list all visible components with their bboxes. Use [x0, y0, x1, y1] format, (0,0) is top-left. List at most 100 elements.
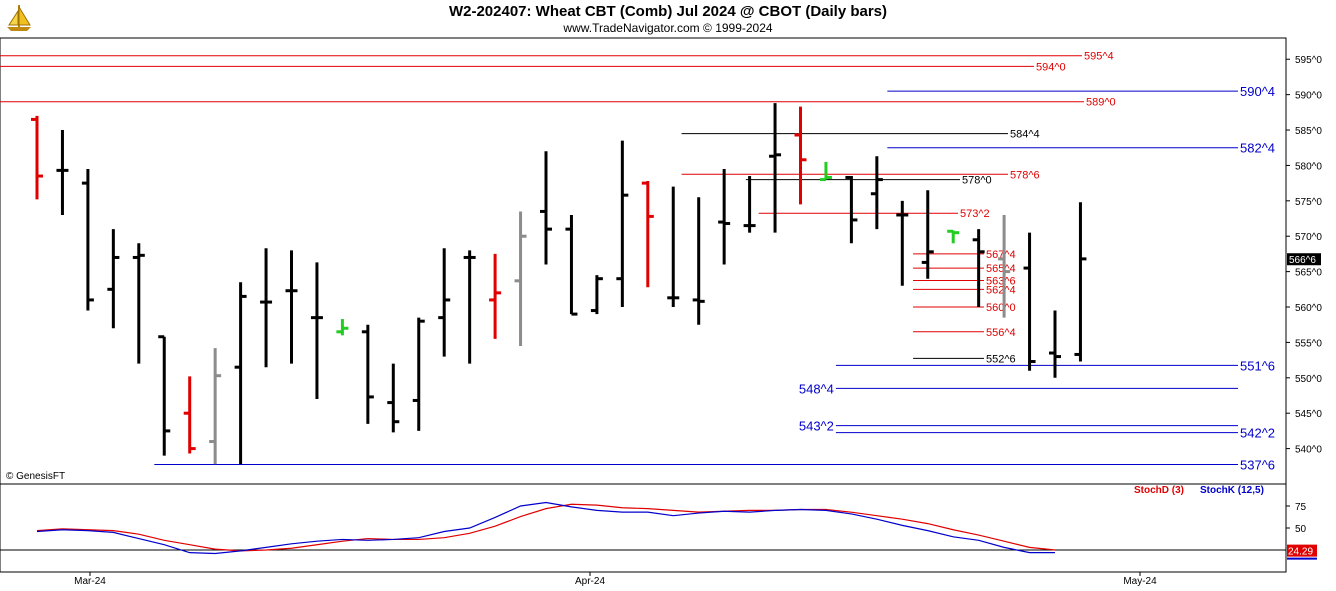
y-tick-label: 540^0 — [1295, 445, 1322, 456]
stoch-value-label: 24.29 — [1288, 547, 1313, 558]
level-label: 589^0 — [1086, 97, 1116, 109]
ohlc-bar — [31, 115, 43, 200]
ohlc-bar — [540, 151, 552, 265]
y-tick-label: 560^0 — [1295, 303, 1322, 314]
date-axis: Mar-24 Apr-24 May-24 — [74, 572, 1157, 587]
level-label: 584^4 — [1010, 129, 1040, 141]
ohlc-bar — [514, 211, 527, 346]
ohlc-bar — [463, 250, 476, 364]
stoch-legend-entry: StochK (12,5) — [1200, 485, 1264, 496]
ohlc-bar — [819, 161, 832, 182]
y-tick-label: 580^0 — [1295, 161, 1322, 172]
level-label: 548^4 — [799, 381, 834, 396]
ohlc-bar — [845, 175, 858, 244]
sailboat-logo-icon — [7, 5, 31, 31]
ohlc-bar — [81, 168, 94, 311]
level-label: 562^4 — [986, 284, 1016, 296]
ohlc-bar — [565, 214, 578, 316]
chart-subtitle: www.TradeNavigator.com © 1999-2024 — [563, 21, 773, 35]
level-label: 567^4 — [986, 249, 1016, 261]
ohlc-bar — [260, 248, 273, 368]
x-tick-label: Mar-24 — [74, 576, 106, 587]
ohlc-bar — [998, 214, 1011, 318]
ohlc-bar — [158, 335, 171, 456]
x-tick-label: Apr-24 — [575, 576, 605, 587]
y-tick-label: 570^0 — [1295, 232, 1322, 243]
x-tick-label: May-24 — [1123, 576, 1157, 587]
stochastic-panel: 75 50 StochD (3) StochK (12,5) 24.29 — [0, 485, 1317, 560]
last-price-box — [1287, 253, 1321, 266]
y-tick-label: 585^0 — [1295, 126, 1322, 137]
price-levels: 595^4 594^0 589^0 590^4 584^4 582^4 578^6 578^0… — [0, 51, 1275, 473]
level-label: 595^4 — [1084, 51, 1114, 63]
axis-background — [1286, 38, 1336, 572]
ohlc-bar — [489, 253, 502, 339]
ohlc-bar — [361, 324, 374, 424]
ohlc-bar — [590, 275, 603, 315]
ohlc-bar — [310, 262, 323, 400]
ohlc-bar — [947, 229, 960, 244]
ohlc-bar — [743, 176, 756, 233]
ohlc-bar — [285, 250, 298, 364]
ohlc-bar — [107, 229, 120, 329]
y-tick-label: 575^0 — [1295, 197, 1322, 208]
ohlc-bar — [769, 103, 782, 233]
y-tick-label: 555^0 — [1295, 338, 1322, 349]
chart-header: W2-202407: Wheat CBT (Comb) Jul 2024 @ C… — [0, 0, 1336, 38]
stoch-y-tick-label: 50 — [1295, 524, 1307, 535]
ohlc-bar — [183, 376, 196, 454]
ohlc-bar — [870, 156, 883, 230]
level-label: 565^4 — [986, 263, 1016, 275]
level-label: 578^0 — [962, 175, 992, 187]
level-label: 578^6 — [1010, 169, 1040, 181]
stoch-legend-entry: StochD (3) — [1134, 485, 1184, 496]
ohlc-bar — [1049, 310, 1061, 378]
ohlc-bar — [896, 200, 909, 286]
ohlc-bar — [641, 181, 654, 288]
level-label: 543^2 — [799, 419, 834, 434]
stoch-series-line — [36, 501, 1055, 555]
ohlc-bar — [336, 319, 349, 336]
level-label: 590^4 — [1240, 84, 1275, 99]
price-axis: 595^0 590^0 585^0 580^0 575^0 570^0 565^0 560^0… — [1286, 55, 1322, 456]
level-label: 573^2 — [960, 208, 990, 220]
level-label: 537^6 — [1240, 458, 1275, 473]
stoch-series-line — [36, 503, 1056, 552]
last-price-label: 566^6 — [1289, 255, 1316, 266]
y-tick-label: 550^0 — [1295, 374, 1322, 385]
ohlc-bar — [718, 168, 731, 265]
ohlc-bar — [56, 130, 69, 215]
stoch-value-box — [1287, 544, 1317, 557]
chart-title: W2-202407: Wheat CBT (Comb) Jul 2024 @ C… — [448, 3, 888, 20]
stoch-y-tick-label: 75 — [1295, 502, 1307, 513]
level-label: 560^0 — [986, 302, 1016, 314]
level-label: 556^4 — [986, 327, 1016, 339]
ohlc-bar — [209, 348, 222, 465]
ohlc-bar — [921, 190, 934, 279]
ohlc-bar — [387, 363, 400, 433]
level-label: 552^6 — [986, 353, 1016, 365]
stoch-panel-border — [0, 483, 1287, 573]
ohlc-bar — [616, 140, 629, 308]
y-tick-label: 595^0 — [1295, 55, 1322, 66]
level-label: 582^4 — [1240, 141, 1275, 156]
level-label: 542^2 — [1240, 426, 1275, 441]
ohlc-bar — [1023, 232, 1036, 371]
ohlc-bar — [234, 282, 247, 465]
ohlc-bar — [438, 248, 451, 357]
ohlc-bar — [412, 317, 425, 431]
ohlc-bar — [692, 197, 705, 325]
ohlc-bar — [972, 229, 985, 308]
ohlc-bar — [1074, 202, 1087, 362]
ohlc-bar — [132, 243, 145, 364]
y-tick-label: 545^0 — [1295, 409, 1322, 420]
ohlc-bar — [794, 106, 807, 205]
ohlc-bar — [667, 186, 680, 308]
level-label: 551^6 — [1240, 358, 1275, 373]
level-label: 563^6 — [986, 275, 1016, 287]
ohlc-bars — [31, 103, 1087, 465]
y-tick-label: 590^0 — [1295, 91, 1322, 102]
y-tick-label: 565^0 — [1295, 268, 1322, 279]
genesis-copyright: © GenesisFT — [6, 471, 65, 482]
